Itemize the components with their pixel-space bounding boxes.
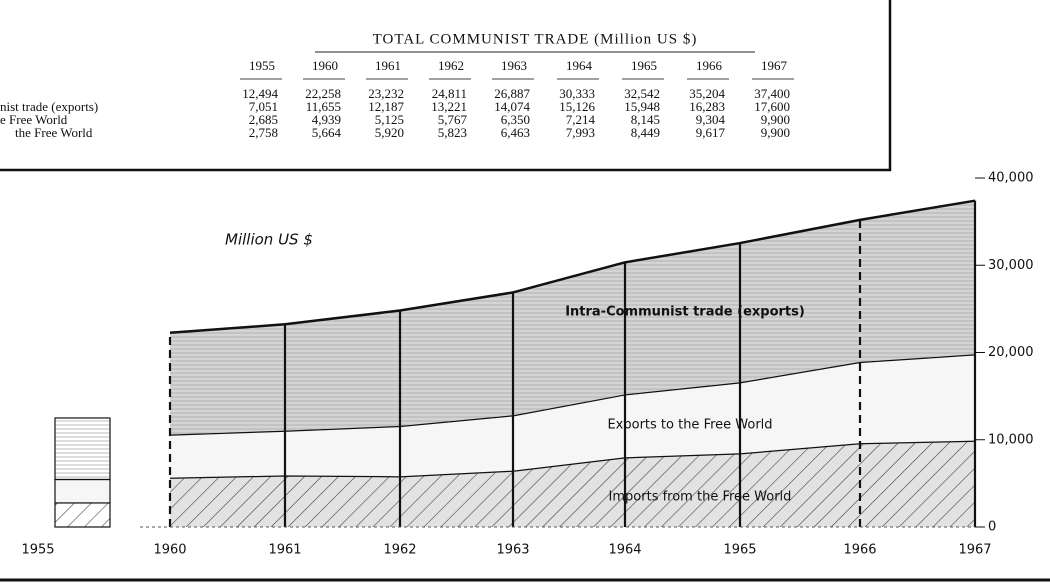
table-cell: 5,920	[375, 125, 404, 140]
year-header: 1967	[761, 58, 788, 73]
table-cell: 5,767	[438, 112, 468, 127]
table-cell: 5,125	[375, 112, 404, 127]
year-header: 1965	[631, 58, 657, 73]
table-cell: 26,887	[494, 86, 530, 101]
area-texture	[170, 440, 975, 527]
y-tick-label: 0	[988, 520, 996, 535]
series-label: Exports to the Free World	[607, 418, 772, 433]
chart: 1955 1960 1961 1962 1963 1964 1965 1966 1967 0 10,…	[21, 171, 1033, 558]
x-tick-label: 1967	[958, 543, 991, 558]
area	[170, 354, 975, 478]
table-cell: 15,126	[559, 99, 595, 114]
table-cell: 23,232	[368, 86, 404, 101]
y-tick-label: 30,000	[988, 258, 1034, 273]
y-tick-label: 40,000	[988, 171, 1034, 186]
table-cell: 7,051	[249, 99, 278, 114]
table-cell: 30,333	[559, 86, 595, 101]
table-cell: 12,494	[242, 86, 278, 101]
table-cell: 9,304	[696, 112, 726, 127]
year-header: 1961	[375, 58, 401, 73]
table-cell: 6,463	[501, 125, 530, 140]
row-label: nist trade (exports)	[0, 99, 98, 114]
x-tick-label: 1963	[496, 543, 529, 558]
area-1955	[54, 502, 111, 528]
table-cell: 16,283	[689, 99, 725, 114]
year-header: 1960	[312, 58, 338, 73]
table-cell: 11,655	[306, 99, 341, 114]
area-1955	[54, 417, 111, 481]
area-line	[169, 199, 976, 335]
x-tick-label: 1962	[383, 543, 416, 558]
x-tick-label: 1965	[723, 543, 756, 558]
table-cell: 7,993	[566, 125, 595, 140]
table-cell: 9,617	[696, 125, 726, 140]
table-box	[0, 0, 890, 170]
table-cell: 32,542	[624, 86, 660, 101]
table-cell: 22,258	[305, 86, 341, 101]
year-header: 1963	[501, 58, 527, 73]
table-cell: 5,823	[438, 125, 467, 140]
table-cell: 7,214	[566, 112, 596, 127]
table-cell: 37,400	[754, 86, 790, 101]
axis-label: Million US $	[225, 231, 313, 249]
area-1955	[54, 478, 111, 504]
table-cell: 12,187	[368, 99, 404, 114]
y-tick-label: 20,000	[988, 345, 1034, 360]
table-cell: 2,758	[249, 125, 278, 140]
x-tick-label: 1964	[608, 543, 641, 558]
x-tick-label: 1966	[843, 543, 876, 558]
x-tick-label: 1955	[21, 543, 54, 558]
x-tick-label: 1960	[153, 543, 186, 558]
table-title: TOTAL COMMUNIST TRADE (Million US $)	[373, 31, 698, 47]
row-label: e Free World	[0, 112, 68, 127]
table-cell: 6,350	[501, 112, 530, 127]
table-cell: 5,664	[312, 125, 342, 140]
table-cell: 13,221	[431, 99, 467, 114]
year-header: 1955	[249, 58, 275, 73]
series-label: Imports from the Free World	[609, 490, 792, 505]
area-texture	[170, 200, 975, 435]
table-cell: 2,685	[249, 112, 278, 127]
table-cell: 17,600	[754, 99, 790, 114]
year-header: 1966	[696, 58, 723, 73]
table-cell: 9,900	[761, 125, 790, 140]
table-cell: 4,939	[312, 112, 341, 127]
year-header: 1964	[566, 58, 593, 73]
table-cell: 15,948	[624, 99, 660, 114]
y-tick-label: 10,000	[988, 432, 1034, 447]
row-label: the Free World	[15, 125, 93, 140]
table-cell: 8,145	[631, 112, 660, 127]
table-cell: 9,900	[761, 112, 790, 127]
table-cell: 35,204	[689, 86, 725, 101]
table-cell: 14,074	[494, 99, 530, 114]
series-label: Intra-Communist trade (exports)	[565, 305, 805, 320]
table: 1955 12,494 1960 22,258 1961 23,232 1962 24,811…	[0, 58, 794, 140]
table-cell: 24,811	[432, 86, 467, 101]
year-header: 1962	[438, 58, 464, 73]
table-cell: 8,449	[631, 125, 660, 140]
x-tick-label: 1961	[268, 543, 301, 558]
